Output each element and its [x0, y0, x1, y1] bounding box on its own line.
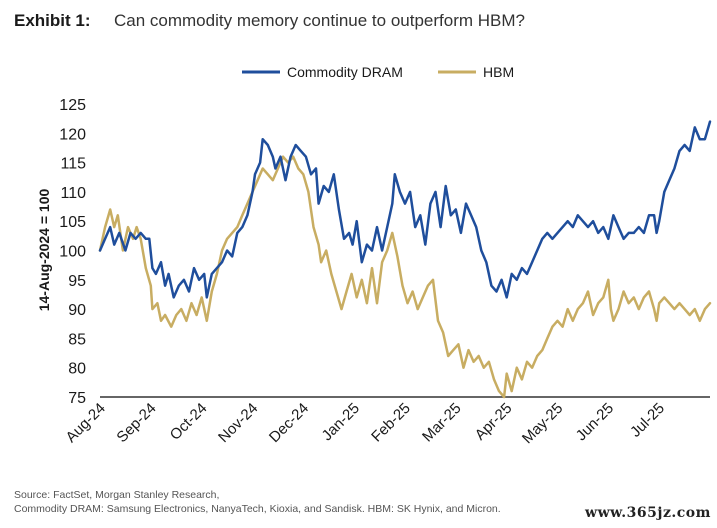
- y-axis: 75 80 85 90 95 100 105 110 115 120 125: [59, 97, 86, 407]
- y-tick-label: 100: [59, 244, 86, 261]
- y-tick-label: 80: [68, 361, 86, 378]
- chart-header: Exhibit 1: Can commodity memory continue…: [14, 6, 525, 36]
- legend-label-hbm: HBM: [483, 64, 514, 80]
- legend: Commodity DRAM HBM: [242, 64, 514, 80]
- y-tick-label: 125: [59, 97, 86, 114]
- y-tick-label: 115: [60, 156, 86, 173]
- x-tick-label: Jan-25: [319, 400, 363, 444]
- y-axis-label: 14-Aug-2024 = 100: [36, 189, 52, 312]
- y-tick-label: 90: [68, 302, 86, 319]
- series-line-hbm: [98, 155, 712, 399]
- x-tick-label: Apr-25: [472, 400, 516, 444]
- y-tick-label: 120: [59, 126, 86, 143]
- x-tick-label: Jul-25: [627, 400, 668, 441]
- exhibit-label: Exhibit 1:: [14, 11, 91, 30]
- y-tick-label: 110: [60, 185, 86, 202]
- watermark: www.365jz.com: [585, 502, 710, 524]
- x-tick-label: Feb-25: [368, 400, 414, 446]
- x-tick-label: Sep-24: [113, 400, 159, 446]
- series-line-commodity-dram: [98, 120, 712, 299]
- chart-title: Can commodity memory continue to outperf…: [114, 11, 525, 30]
- x-tick-label: Dec-24: [266, 400, 312, 446]
- x-axis: Aug-24 Sep-24 Oct-24 Nov-24 Dec-24 Jan-25 Feb-…: [63, 396, 710, 447]
- y-tick-label: 105: [59, 214, 86, 231]
- source-line-1: Source: FactSet, Morgan Stanley Research…: [14, 489, 220, 501]
- legend-label-commodity-dram: Commodity DRAM: [287, 64, 403, 80]
- source-note: Source: FactSet, Morgan Stanley Research…: [14, 488, 501, 516]
- x-tick-label: Jun-25: [573, 400, 617, 444]
- x-tick-label: May-25: [519, 400, 566, 447]
- x-tick-label: Oct-24: [167, 400, 211, 444]
- source-line-2: Commodity DRAM: Samsung Electronics, Nan…: [14, 503, 501, 515]
- x-tick-label: Mar-25: [419, 400, 465, 446]
- y-tick-label: 85: [68, 331, 86, 348]
- x-tick-label: Nov-24: [215, 400, 261, 446]
- y-tick-label: 95: [68, 273, 86, 290]
- series-layer: [98, 120, 712, 399]
- y-tick-label: 75: [68, 390, 86, 407]
